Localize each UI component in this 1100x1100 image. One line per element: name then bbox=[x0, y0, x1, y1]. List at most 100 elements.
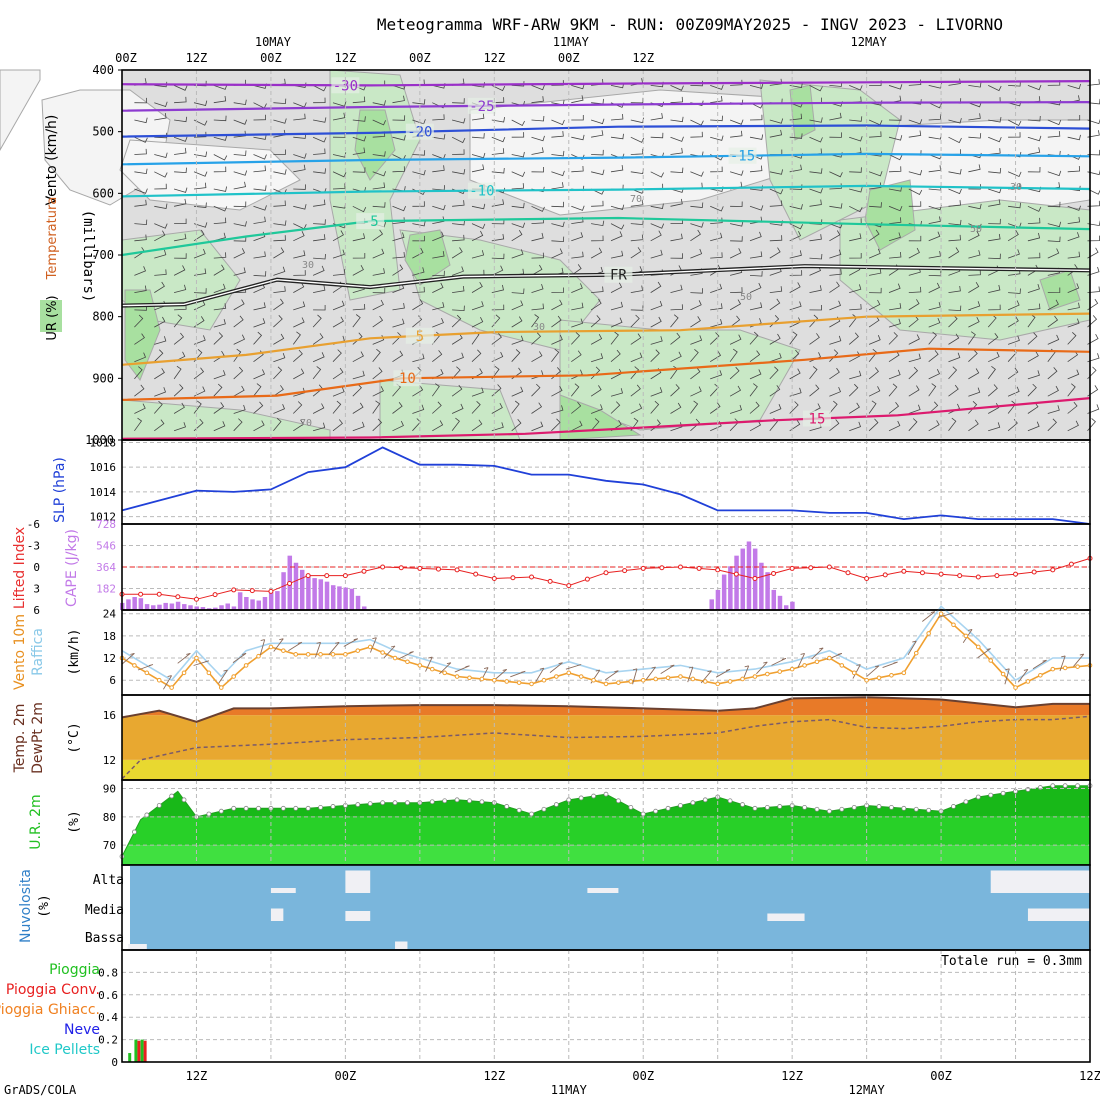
wind-barb bbox=[1008, 202, 1021, 209]
wind-barb bbox=[471, 223, 486, 230]
cape-bar bbox=[337, 586, 342, 610]
rh-area bbox=[354, 109, 396, 181]
wind-arrow bbox=[177, 652, 191, 664]
wind-unit: (km/h) bbox=[67, 629, 82, 676]
wind-barb bbox=[1087, 353, 1100, 363]
isotherm-label: 15 bbox=[809, 412, 826, 428]
wind-barb bbox=[848, 332, 859, 345]
wind-barb bbox=[332, 386, 345, 397]
rh-marker bbox=[1050, 783, 1056, 789]
wind-y-tick: 12 bbox=[103, 652, 116, 665]
wind-marker bbox=[293, 652, 299, 657]
wind-barb bbox=[610, 388, 623, 397]
wind-barb bbox=[213, 421, 226, 432]
wind-barb bbox=[134, 384, 145, 397]
wind-barb bbox=[173, 422, 187, 432]
wind-barb bbox=[829, 132, 842, 138]
wind-barb bbox=[372, 151, 386, 157]
rh-marker bbox=[851, 804, 857, 810]
rh-shading bbox=[0, 69, 1091, 441]
rh-marker bbox=[504, 804, 510, 809]
wind-barb bbox=[869, 182, 882, 190]
rh-marker bbox=[442, 798, 448, 804]
wind-barb bbox=[749, 302, 763, 311]
wind-barb bbox=[392, 115, 406, 121]
wind-barb bbox=[988, 403, 1000, 414]
wind-barb bbox=[968, 230, 980, 242]
wind-barb bbox=[809, 168, 823, 174]
wind-barb bbox=[650, 203, 664, 209]
wind-barb bbox=[1027, 332, 1038, 345]
wind-marker bbox=[355, 648, 361, 653]
wind-barb bbox=[908, 130, 922, 138]
wind-arrow bbox=[122, 652, 135, 665]
rh-marker bbox=[826, 808, 832, 814]
wind-arrow bbox=[494, 668, 507, 681]
bottom-hour-label: 12Z bbox=[186, 1069, 208, 1083]
wind-barb bbox=[253, 271, 267, 277]
wind-barb bbox=[928, 317, 941, 328]
wind-arrow bbox=[687, 666, 694, 683]
wind-marker bbox=[231, 674, 236, 679]
wind-barb bbox=[730, 201, 743, 207]
wind-barb bbox=[551, 182, 564, 190]
temp-y-tick: 12 bbox=[103, 754, 116, 767]
li-marker bbox=[845, 570, 851, 576]
wind-barb bbox=[610, 317, 623, 328]
wind-barb bbox=[451, 247, 463, 259]
wind-arrow bbox=[454, 665, 470, 673]
profile-label-wind: Vento (km/h) bbox=[44, 115, 60, 206]
wind-marker bbox=[529, 681, 534, 687]
wind-barb bbox=[650, 419, 661, 432]
wind-barb bbox=[253, 216, 266, 224]
wind-barb bbox=[749, 271, 763, 277]
rh-marker bbox=[293, 805, 299, 811]
wind-barb bbox=[769, 118, 784, 124]
wind-barb bbox=[729, 299, 742, 311]
cape-bar bbox=[746, 541, 752, 610]
wind-barb bbox=[710, 318, 723, 328]
wind-barb bbox=[213, 95, 227, 104]
wind-barb bbox=[670, 253, 683, 259]
wind-barb bbox=[670, 147, 683, 155]
wind-barb bbox=[273, 169, 287, 175]
wind-barb bbox=[869, 268, 882, 276]
wind-barb bbox=[313, 168, 326, 174]
wind-barb bbox=[571, 95, 584, 104]
cloud-row-label: Bassa bbox=[85, 931, 124, 946]
wind-barb bbox=[451, 352, 464, 363]
wind-marker bbox=[281, 648, 286, 653]
cape-bar bbox=[783, 605, 789, 610]
wind-barb bbox=[313, 285, 326, 293]
wind-barb bbox=[610, 250, 624, 259]
wind-barb bbox=[1067, 383, 1076, 397]
wind-arrow bbox=[1004, 668, 1010, 685]
li-marker bbox=[547, 578, 553, 584]
wind-barb bbox=[809, 199, 822, 207]
wind-arrow bbox=[645, 666, 656, 681]
wind-barb bbox=[1047, 119, 1062, 126]
wind-barb bbox=[988, 284, 1001, 293]
wind-ylabel: Vento 10m bbox=[12, 614, 28, 690]
wind-barb bbox=[749, 83, 764, 89]
wind-marker bbox=[144, 670, 150, 676]
cape-bar bbox=[709, 599, 714, 610]
rh-marker bbox=[653, 808, 659, 814]
temp-2m-line bbox=[121, 696, 1090, 723]
wind-barb bbox=[1047, 170, 1062, 177]
wind-barb bbox=[313, 253, 326, 260]
wind-barb bbox=[591, 169, 605, 176]
wind-arrow bbox=[700, 670, 712, 684]
wind-barb bbox=[1067, 318, 1080, 328]
wind-barb bbox=[829, 203, 843, 209]
wind-barb bbox=[213, 283, 226, 293]
wind-arrow bbox=[1059, 655, 1066, 672]
wind-barb bbox=[650, 300, 663, 311]
isotherm-line bbox=[121, 347, 1091, 401]
wind-barb bbox=[590, 418, 600, 432]
isotherm-label-bg bbox=[467, 182, 496, 199]
cloud-unit: (%) bbox=[37, 894, 52, 917]
li-marker bbox=[864, 575, 870, 581]
cape-bar bbox=[268, 592, 274, 610]
cape-bar bbox=[759, 562, 764, 610]
